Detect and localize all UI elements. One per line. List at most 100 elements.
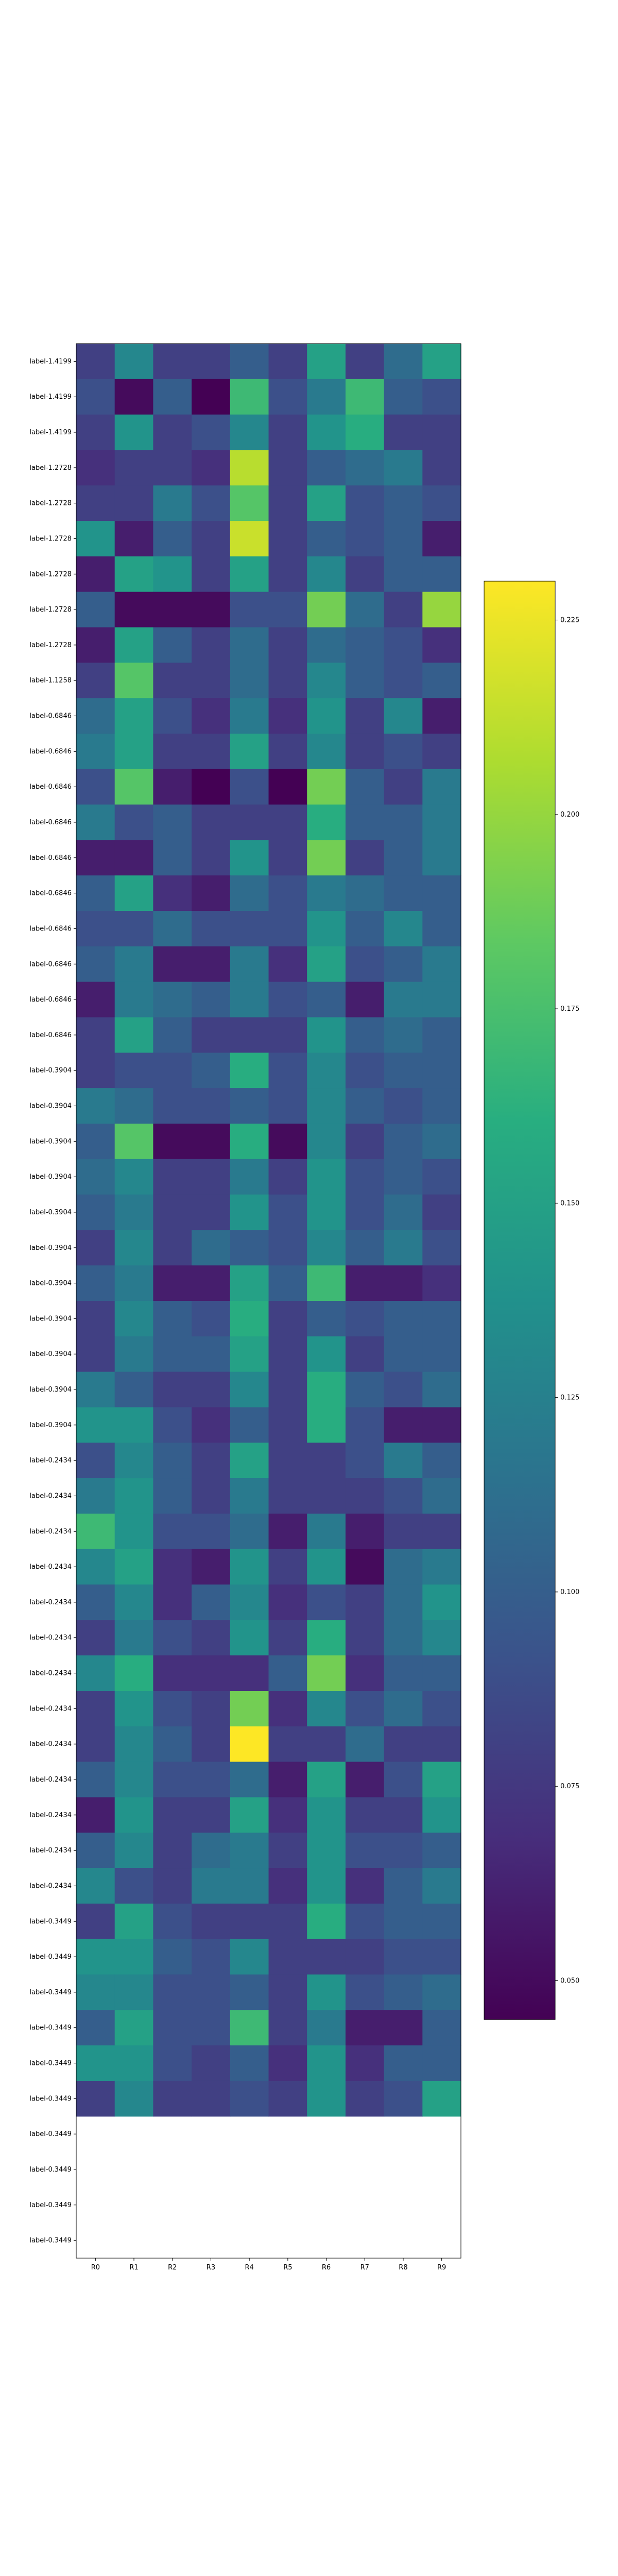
heatmap-cell xyxy=(114,1265,153,1301)
heatmap-cell xyxy=(230,556,269,592)
x-tick-label: R8 xyxy=(399,2264,407,2272)
heatmap-cell xyxy=(153,1407,192,1443)
heatmap-cell xyxy=(230,1123,269,1160)
heatmap-cell xyxy=(384,450,423,486)
x-tick-label: R2 xyxy=(168,2264,177,2272)
heatmap-cell xyxy=(230,485,269,521)
heatmap-cell xyxy=(153,379,192,415)
heatmap-cell xyxy=(192,414,231,451)
heatmap-cell xyxy=(345,2080,385,2117)
heatmap-cell xyxy=(153,627,192,663)
heatmap-cell xyxy=(422,1974,461,2010)
heatmap-cell xyxy=(422,379,461,415)
y-tick-label: label-1.2728 xyxy=(29,535,72,543)
heatmap-cell xyxy=(76,1903,115,1940)
x-tick-label: R1 xyxy=(129,2264,138,2272)
heatmap-cell xyxy=(345,556,385,592)
colorbar-tick-label: 0.050 xyxy=(560,1977,579,1985)
heatmap-cell xyxy=(230,1230,269,1266)
y-tick-label: label-0.2434 xyxy=(29,1634,72,1642)
heatmap-cell xyxy=(345,1017,385,1053)
y-tick-label: label-0.6846 xyxy=(29,960,72,968)
y-tick-label: label-1.2728 xyxy=(29,500,72,507)
heatmap-cell xyxy=(345,804,385,840)
heatmap-cell xyxy=(384,2045,423,2081)
y-tick-label: label-0.3904 xyxy=(29,1350,72,1358)
y-tick-label: label-0.2434 xyxy=(29,1740,72,1748)
heatmap-cell xyxy=(230,698,269,734)
y-tick-label: label-0.3449 xyxy=(29,2201,72,2209)
heatmap-cell xyxy=(422,663,461,699)
heatmap-cell xyxy=(422,1194,461,1230)
heatmap-cell xyxy=(268,1407,307,1443)
heatmap-cell xyxy=(345,1123,385,1160)
heatmap-cell xyxy=(268,344,307,380)
heatmap-cell xyxy=(268,946,307,982)
heatmap-cell xyxy=(384,1549,423,1585)
heatmap-cell xyxy=(114,1726,153,1762)
y-tick-label: label-0.6846 xyxy=(29,713,72,720)
heatmap-cell xyxy=(76,1726,115,1762)
heatmap-cell xyxy=(114,1939,153,1975)
heatmap-cell xyxy=(192,1513,231,1550)
heatmap-cell xyxy=(307,1301,346,1337)
heatmap-cell xyxy=(345,875,385,911)
x-tick-label: R3 xyxy=(207,2264,215,2272)
heatmap-cell xyxy=(384,804,423,840)
heatmap-cell xyxy=(114,1549,153,1585)
heatmap-cell xyxy=(268,1620,307,1656)
heatmap-cell xyxy=(422,804,461,840)
heatmap-cell xyxy=(114,840,153,876)
x-tick-label: R0 xyxy=(91,2264,100,2272)
heatmap-cell xyxy=(384,521,423,557)
heatmap-cell xyxy=(192,1123,231,1160)
heatmap-cell xyxy=(153,1371,192,1408)
heatmap-cell xyxy=(114,875,153,911)
heatmap-cell xyxy=(422,1903,461,1940)
y-tick-label: label-0.3904 xyxy=(29,1173,72,1181)
heatmap-cell xyxy=(307,450,346,486)
y-tick-label: label-0.2434 xyxy=(29,1705,72,1713)
heatmap-cell xyxy=(345,521,385,557)
heatmap-cell xyxy=(230,1584,269,1620)
heatmap-cell xyxy=(153,1017,192,1053)
heatmap-cell xyxy=(192,1903,231,1940)
heatmap-cell xyxy=(114,1903,153,1940)
heatmap-cell xyxy=(114,1620,153,1656)
heatmap-cell xyxy=(114,1833,153,1869)
heatmap-cell xyxy=(268,804,307,840)
heatmap-cell xyxy=(384,1690,423,1727)
y-tick-label: label-0.3449 xyxy=(29,1918,72,1925)
y-tick-label: label-1.2728 xyxy=(29,606,72,614)
heatmap-cell xyxy=(345,1620,385,1656)
heatmap-cell xyxy=(192,1194,231,1230)
heatmap-cell xyxy=(307,1974,346,2010)
heatmap-cell xyxy=(114,911,153,947)
x-tick-label: R4 xyxy=(245,2264,253,2272)
heatmap-cell xyxy=(268,2080,307,2117)
heatmap-cell xyxy=(114,733,153,770)
heatmap-cell xyxy=(268,1159,307,1195)
heatmap-cell xyxy=(307,1549,346,1585)
y-tick-label: label-0.3449 xyxy=(29,2130,72,2138)
heatmap-cell xyxy=(422,1088,461,1124)
heatmap-cell xyxy=(384,769,423,805)
heatmap-cell xyxy=(76,1053,115,1089)
heatmap-cell xyxy=(192,1053,231,1089)
heatmap-cell xyxy=(153,981,192,1018)
heatmap-cell xyxy=(153,1974,192,2010)
heatmap-cell xyxy=(268,840,307,876)
heatmap-cell xyxy=(230,1939,269,1975)
heatmap-cell xyxy=(268,1726,307,1762)
heatmap-cell xyxy=(114,485,153,521)
heatmap-cell xyxy=(76,911,115,947)
heatmap-cell xyxy=(230,733,269,770)
heatmap-cell xyxy=(192,627,231,663)
heatmap-cell xyxy=(384,1655,423,1691)
heatmap-cell xyxy=(345,1833,385,1869)
y-tick-label: label-0.2434 xyxy=(29,1882,72,1890)
heatmap-cell xyxy=(307,1726,346,1762)
y-tick-label: label-0.3449 xyxy=(29,1989,72,1996)
heatmap-cell xyxy=(307,1655,346,1691)
heatmap-cell xyxy=(422,1407,461,1443)
